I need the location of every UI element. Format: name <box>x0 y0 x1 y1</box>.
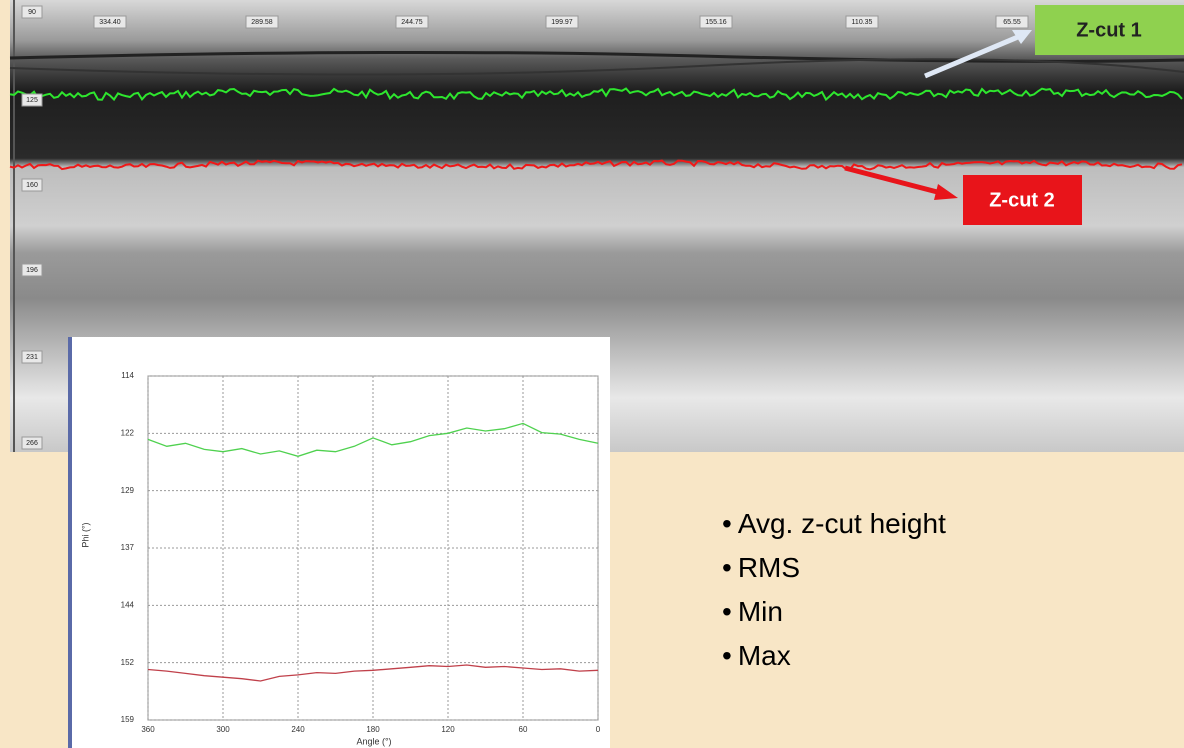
y-tick-label: 129 <box>121 486 135 495</box>
scale-label: 244.75 <box>401 19 423 26</box>
y-tick-label: 144 <box>121 600 135 609</box>
bullet: Avg. z-cut height <box>722 508 946 552</box>
chart-background <box>68 337 610 748</box>
scale-label: 90 <box>28 9 36 16</box>
scale-label: 266 <box>26 440 38 447</box>
x-tick-label: 240 <box>291 725 305 734</box>
x-axis-label: Angle (°) <box>356 736 391 746</box>
scale-label: 155.16 <box>705 19 727 26</box>
scale-label: 231 <box>26 354 38 361</box>
scale-label: 65.55 <box>1003 19 1021 26</box>
scale-label: 125 <box>26 97 38 104</box>
chart: Phi (°) Angle (°) 114 122 129 137 144 152 159 3… <box>68 337 610 748</box>
scale-label: 199.97 <box>551 19 573 26</box>
bullet: Max <box>722 640 946 684</box>
y-tick-label: 122 <box>121 428 135 437</box>
scale-label: 160 <box>26 182 38 189</box>
scale-label: 110.35 <box>852 19 873 26</box>
y-tick-label: 159 <box>121 715 135 724</box>
bullet-list: Avg. z-cut heightRMSMinMax <box>722 508 946 684</box>
bullet: Min <box>722 596 946 640</box>
y-tick-label: 137 <box>121 543 135 552</box>
bullet: RMS <box>722 552 946 596</box>
x-tick-label: 360 <box>141 725 155 734</box>
callout: Z-cut 1 <box>1076 19 1142 41</box>
callout: Z-cut 2 <box>989 189 1055 211</box>
scale-label: 196 <box>26 267 38 274</box>
scale-label: 334.40 <box>99 19 121 26</box>
x-tick-label: 120 <box>441 725 455 734</box>
x-tick-label: 180 <box>366 725 380 734</box>
x-tick-label: 0 <box>596 725 601 734</box>
y-tick-label: 114 <box>121 371 134 380</box>
slide: Z-cut 1 Z-cut 2 334.40 289.58 244.75 199.97… <box>0 0 1184 748</box>
scale-label: 289.58 <box>251 19 273 26</box>
x-tick-label: 300 <box>216 725 230 734</box>
y-tick-label: 152 <box>121 658 135 667</box>
y-axis-label: Phi (°) <box>80 522 90 547</box>
x-tick-label: 60 <box>519 725 528 734</box>
